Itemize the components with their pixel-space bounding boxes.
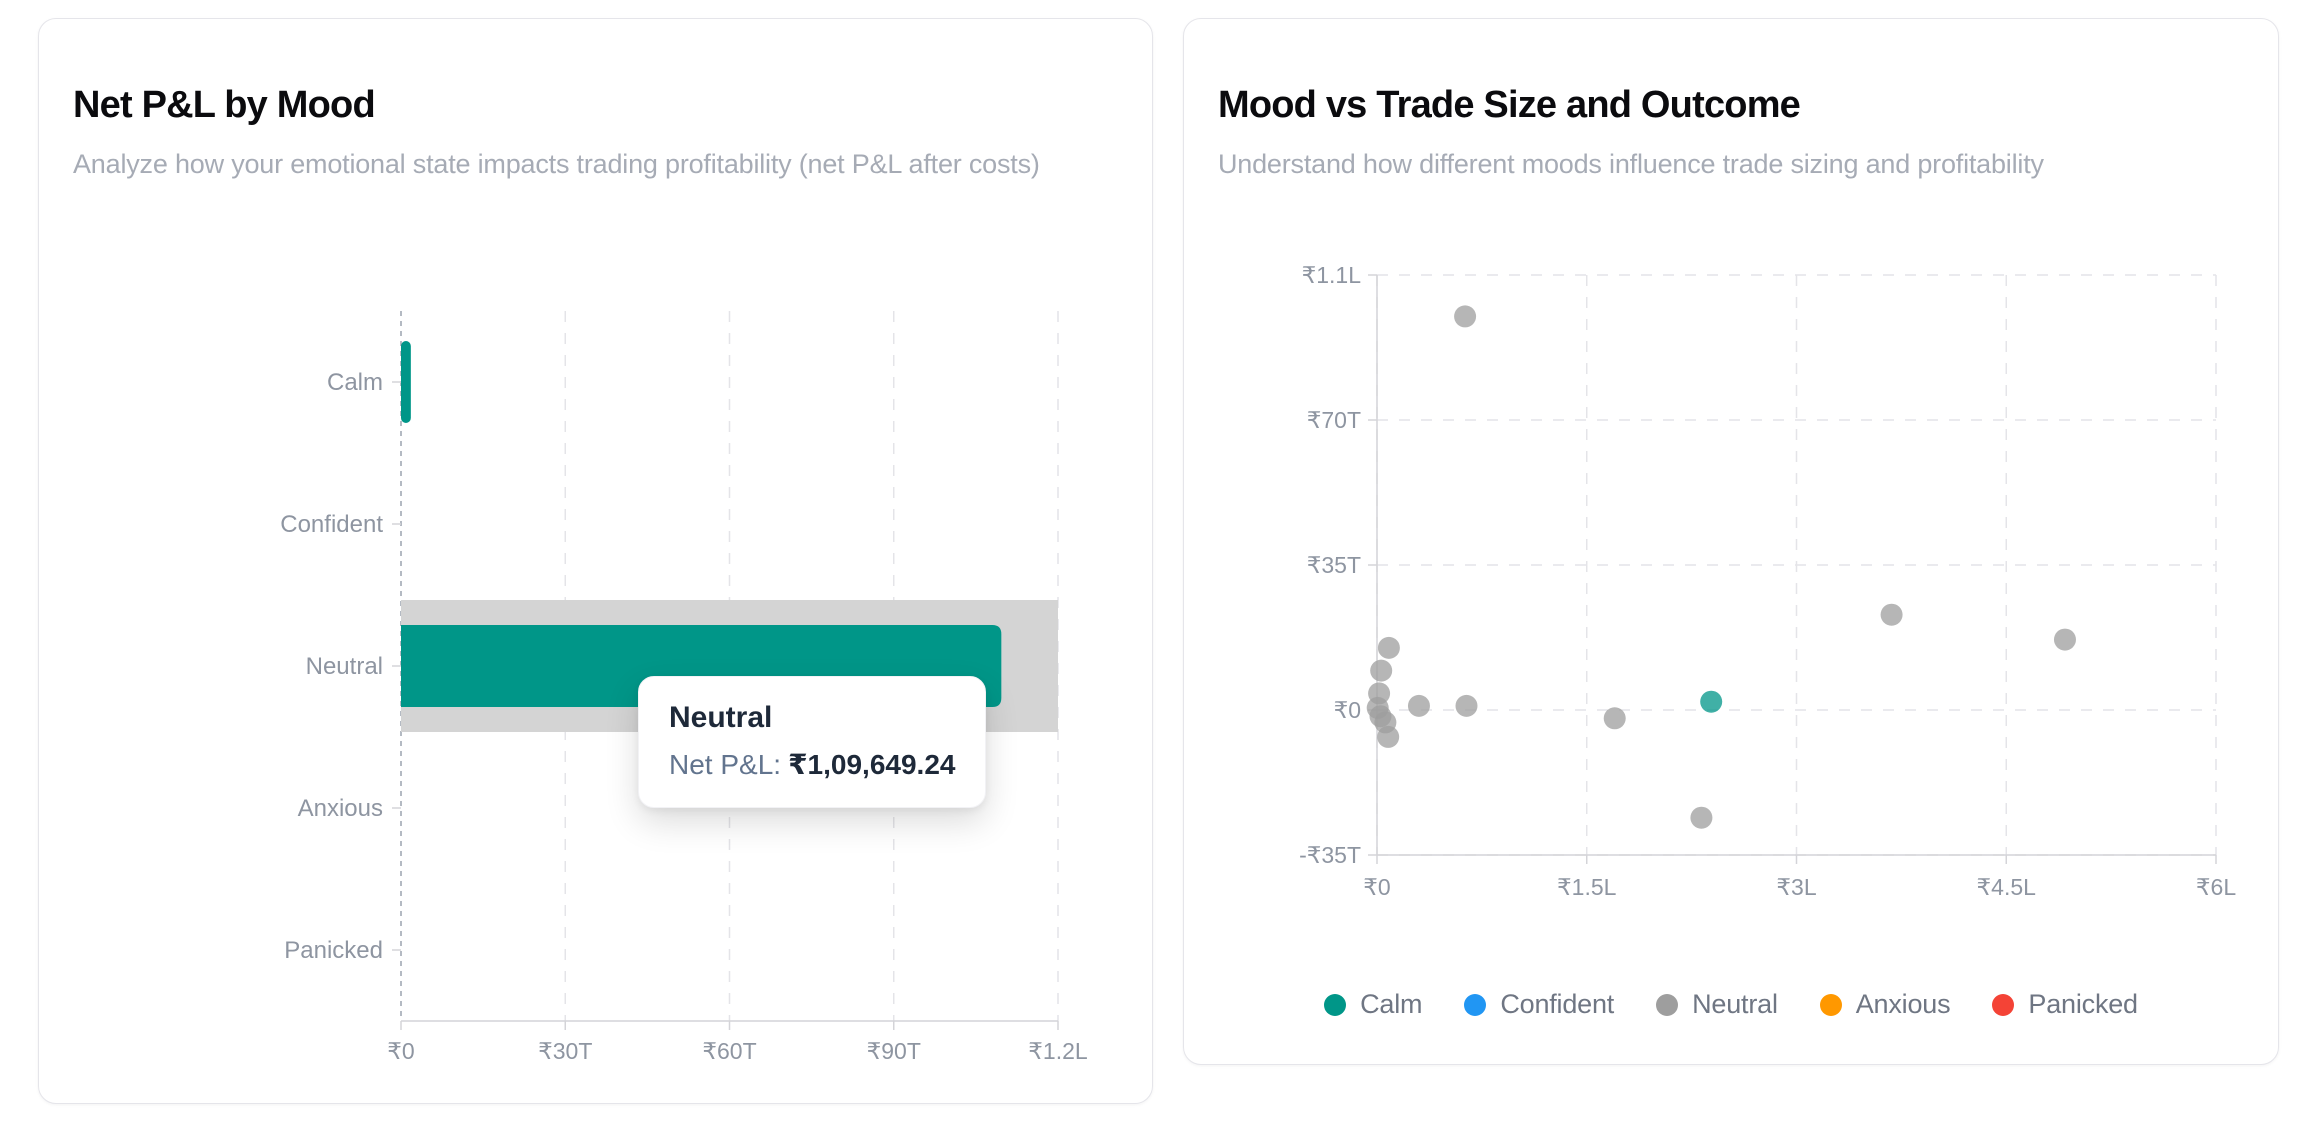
- legend-label: Anxious: [1855, 989, 1951, 1019]
- scatter-point-neutral[interactable]: [1690, 806, 1713, 829]
- scatter-point-neutral[interactable]: [1454, 305, 1477, 328]
- legend-dot-icon: [1656, 993, 1679, 1016]
- legend-item-calm[interactable]: Calm: [1324, 989, 1423, 1020]
- legend-item-panicked[interactable]: Panicked: [1992, 989, 2138, 1020]
- x-tick-label: ₹0: [1363, 874, 1390, 900]
- category-label: Panicked: [284, 937, 383, 964]
- y-tick-label: ₹35T: [1307, 552, 1361, 578]
- legend-item-confident[interactable]: Confident: [1464, 989, 1614, 1020]
- x-tick-label: ₹4.5L: [1977, 874, 2037, 900]
- scatter-point-neutral[interactable]: [1377, 636, 1400, 659]
- category-label: Neutral: [306, 653, 383, 680]
- legend-item-anxious[interactable]: Anxious: [1819, 989, 1951, 1020]
- tooltip-title: Neutral: [669, 701, 773, 734]
- tooltip-value: ₹1,09,649.24: [788, 749, 956, 780]
- category-label: Anxious: [298, 795, 383, 822]
- bar-chart-canvas[interactable]: ₹0 ₹30T ₹60T ₹90T ₹1.2L Calm Confident Neutral A…: [39, 19, 1152, 1103]
- scatter-point-neutral[interactable]: [1377, 725, 1400, 748]
- scatter-point-neutral[interactable]: [2053, 628, 2076, 651]
- scatter-point-neutral[interactable]: [1370, 659, 1393, 682]
- legend-dot-icon: [1992, 993, 2015, 1016]
- x-tick-label: ₹0: [387, 1038, 414, 1064]
- x-tick-label: ₹3L: [1776, 874, 1816, 900]
- legend-label: Confident: [1500, 989, 1615, 1019]
- tooltip-value-row: Net P&L: ₹1,09,649.24: [669, 748, 955, 781]
- x-tick-label: ₹30T: [538, 1038, 592, 1064]
- x-tick-label: ₹6L: [2196, 874, 2236, 900]
- y-tick-label: ₹0: [1334, 697, 1361, 723]
- scatter-chart-canvas[interactable]: ₹0 ₹1.5L ₹3L ₹4.5L ₹6L₹1.1L₹70T₹35T₹0-₹35T: [1184, 19, 2278, 1064]
- scatter-point-neutral[interactable]: [1880, 603, 1903, 626]
- x-tick-label: ₹60T: [702, 1038, 756, 1064]
- x-tick-label: ₹1.5L: [1557, 874, 1617, 900]
- tooltip-label: Net P&L:: [669, 749, 782, 780]
- legend-label: Neutral: [1692, 989, 1778, 1019]
- card-header: Net P&L by Mood Analyze how your emotion…: [73, 83, 1118, 186]
- card-subtitle: Analyze how your emotional state impacts…: [73, 148, 1040, 179]
- y-tick-label: ₹70T: [1307, 407, 1361, 433]
- x-tick-label: ₹90T: [867, 1038, 921, 1064]
- legend-label: Panicked: [2028, 989, 2138, 1019]
- card-mood-vs-trade-size: Mood vs Trade Size and Outcome Understan…: [1183, 18, 2279, 1065]
- page-title: Mood vs Trade Size and Outcome: [1218, 84, 1801, 126]
- bar-calm[interactable]: [401, 341, 411, 423]
- y-tick-label: ₹1.1L: [1302, 262, 1362, 288]
- chart-legend: Calm Confident Neutral Anxious Panicked: [1184, 989, 2278, 1020]
- legend-dot-icon: [1324, 993, 1347, 1016]
- legend-dot-icon: [1819, 993, 1842, 1016]
- card-header: Mood vs Trade Size and Outcome Understan…: [1218, 83, 2244, 186]
- card-subtitle: Understand how different moods influence…: [1218, 148, 2044, 179]
- scatter-point-neutral[interactable]: [1455, 694, 1478, 717]
- category-label: Calm: [327, 369, 383, 396]
- y-tick-label: -₹35T: [1299, 842, 1361, 868]
- x-tick-label: ₹1.2L: [1028, 1038, 1088, 1064]
- legend-item-neutral[interactable]: Neutral: [1656, 989, 1778, 1020]
- category-label: Confident: [280, 511, 383, 538]
- scatter-point-neutral[interactable]: [1407, 694, 1430, 717]
- page-title: Net P&L by Mood: [73, 84, 376, 126]
- legend-dot-icon: [1464, 993, 1487, 1016]
- card-net-pnl-by-mood: Net P&L by Mood Analyze how your emotion…: [38, 18, 1153, 1104]
- legend-label: Calm: [1360, 989, 1423, 1019]
- chart-tooltip: Neutral Net P&L: ₹1,09,649.24: [638, 676, 987, 808]
- scatter-point-calm[interactable]: [1700, 690, 1723, 713]
- scatter-point-neutral[interactable]: [1603, 707, 1626, 730]
